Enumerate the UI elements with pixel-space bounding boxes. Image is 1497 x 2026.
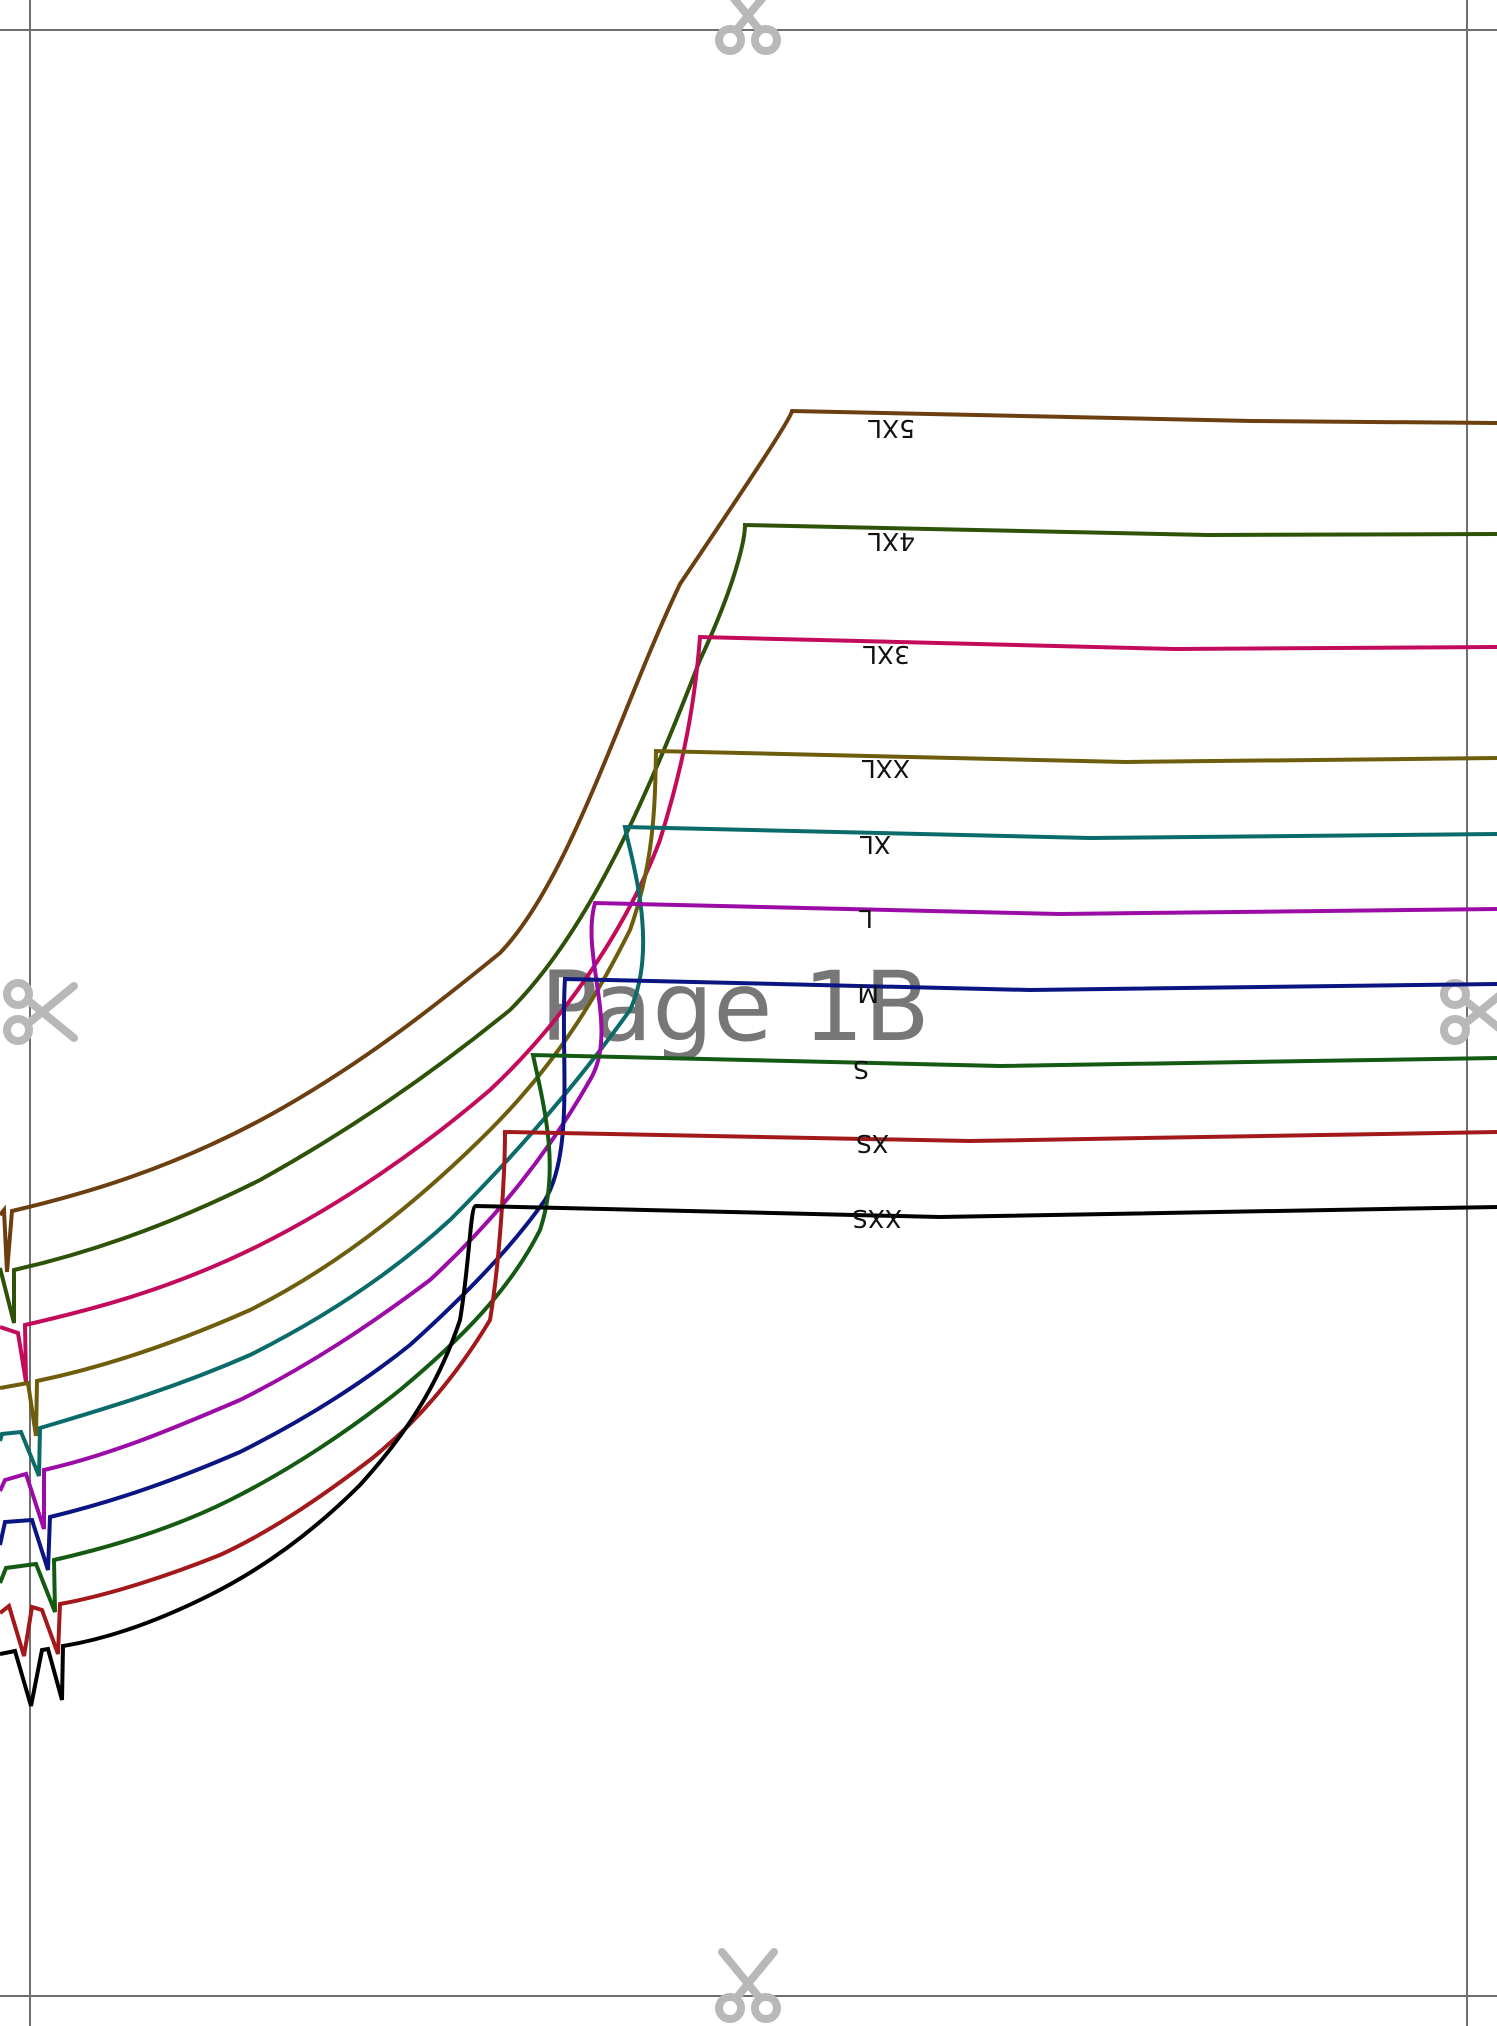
scissors-icon — [715, 1948, 781, 2023]
size-label-l: L — [859, 904, 873, 933]
size-outline-xl — [0, 824, 1497, 1477]
size-outline-5xl — [0, 408, 1497, 1273]
size-label-4xl: 4XL — [868, 527, 915, 556]
size-outline-xs — [0, 1129, 1497, 1657]
size-outline-l — [0, 900, 1497, 1530]
size-label-xs: XS — [856, 1129, 889, 1158]
scissors-icon — [3, 979, 78, 1045]
size-label-xl: XL — [860, 830, 891, 859]
size-label-5xl: 5XL — [868, 414, 915, 443]
size-outline-3xl — [0, 634, 1497, 1383]
size-label-m: M — [857, 979, 879, 1008]
scissors-icon — [1440, 979, 1497, 1045]
scissors-icon — [715, 0, 781, 55]
size-label-xxl: XXL — [862, 754, 910, 783]
size-outline-xxl — [0, 748, 1497, 1437]
size-outline-m — [0, 976, 1497, 1571]
size-outline-4xl — [0, 522, 1497, 1324]
size-label-s: S — [853, 1055, 869, 1084]
size-label-xxs: XXS — [852, 1204, 902, 1233]
size-labels: 5XL 4XL 3XL XXL XL L M S XS XXS — [852, 414, 915, 1233]
size-label-3xl: 3XL — [863, 640, 910, 669]
size-outlines — [0, 408, 1497, 1707]
size-outline-xxs — [0, 1203, 1497, 1707]
size-outline-s — [0, 1052, 1497, 1613]
